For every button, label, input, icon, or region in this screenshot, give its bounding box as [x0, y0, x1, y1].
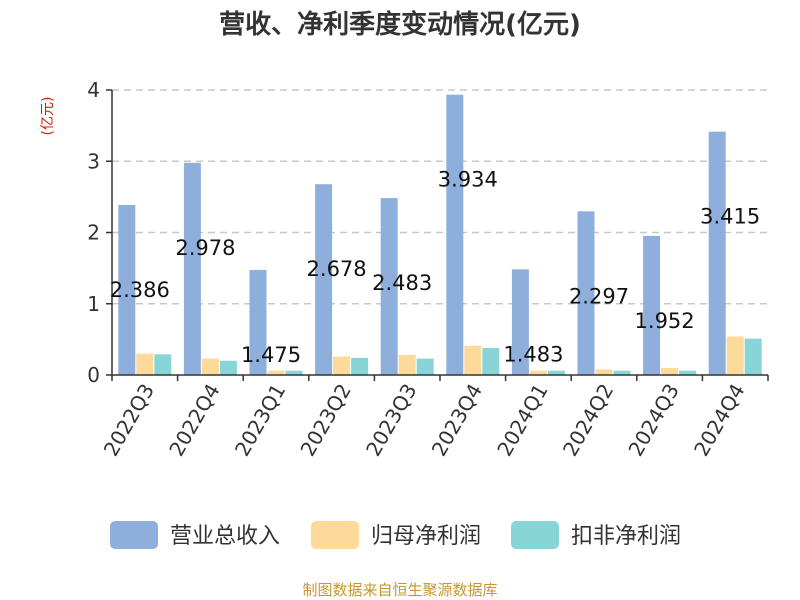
bar	[529, 370, 547, 375]
bar	[285, 370, 303, 375]
bar	[726, 336, 744, 375]
legend-label: 扣非净利润	[571, 524, 681, 549]
data-label: 2.678	[307, 257, 367, 281]
bar	[380, 198, 398, 375]
data-label: 2.297	[569, 284, 629, 308]
x-tick-label: 2023Q4	[427, 380, 487, 461]
x-tick-label: 2023Q1	[230, 380, 290, 461]
bar	[744, 338, 762, 375]
data-label: 1.483	[503, 342, 563, 366]
bar	[708, 131, 726, 375]
data-label: 2.483	[372, 271, 432, 295]
x-tick-label: 2023Q3	[361, 380, 421, 461]
y-tick-label: 2	[87, 221, 100, 245]
bar	[201, 358, 219, 375]
x-tick-label: 2022Q3	[99, 380, 159, 461]
bar	[613, 370, 631, 375]
gridlines	[112, 89, 768, 305]
bar	[595, 369, 613, 375]
data-label: 3.934	[438, 168, 498, 192]
source-note: 制图数据来自恒生聚源数据库	[302, 581, 497, 599]
data-label: 2.978	[175, 236, 235, 260]
x-tick-label: 2024Q1	[492, 380, 552, 461]
bar	[267, 370, 285, 375]
bar	[661, 367, 679, 375]
legend-swatch	[110, 521, 158, 549]
data-label: 1.475	[241, 343, 301, 367]
bar	[333, 356, 351, 375]
chart-title: 营收、净利季度变动情况(亿元)	[219, 9, 581, 40]
data-label: 3.415	[700, 205, 760, 229]
bar	[249, 269, 267, 375]
y-tick-label: 0	[87, 363, 100, 387]
bar	[547, 370, 565, 375]
x-tick-label: 2024Q3	[623, 380, 683, 461]
y-tick-label: 1	[87, 292, 100, 316]
bar	[351, 357, 369, 375]
bar	[315, 184, 333, 375]
data-label: 2.386	[110, 278, 170, 302]
x-axis: 2022Q3 2022Q4 2023Q1 2023Q2 2023Q3 2023Q4 2024…	[99, 374, 769, 461]
bars	[118, 94, 762, 375]
bar	[679, 370, 697, 375]
y-axis: 0 1 2 3 4	[87, 78, 113, 387]
bar	[577, 211, 595, 375]
y-tick-label: 3	[87, 149, 100, 173]
x-tick-label: 2024Q2	[558, 380, 618, 461]
bar	[183, 162, 201, 375]
legend-item[interactable]: 扣非净利润	[511, 521, 681, 549]
legend[interactable]: 营业总收入 归母净利润 扣非净利润	[110, 521, 681, 549]
legend-swatch	[511, 521, 559, 549]
bar	[219, 360, 237, 375]
bar	[482, 347, 500, 375]
bar	[643, 235, 661, 375]
bar	[446, 94, 464, 375]
x-tick-label: 2022Q4	[164, 380, 224, 461]
y-axis-unit: (亿元)	[40, 97, 56, 136]
bar	[136, 353, 154, 375]
legend-swatch	[311, 521, 359, 549]
bar	[118, 204, 136, 375]
bar	[511, 269, 529, 375]
bar	[416, 358, 434, 375]
legend-label: 归母净利润	[371, 524, 481, 549]
x-tick-label: 2023Q2	[295, 380, 355, 461]
bar	[398, 355, 416, 375]
legend-label: 营业总收入	[170, 524, 280, 549]
data-label: 1.952	[635, 309, 695, 333]
x-tick-label: 2024Q4	[689, 380, 749, 461]
bar	[154, 354, 172, 375]
legend-item[interactable]: 营业总收入	[110, 521, 280, 549]
legend-item[interactable]: 归母净利润	[311, 521, 481, 549]
bar	[464, 345, 482, 375]
y-tick-label: 4	[87, 78, 100, 102]
